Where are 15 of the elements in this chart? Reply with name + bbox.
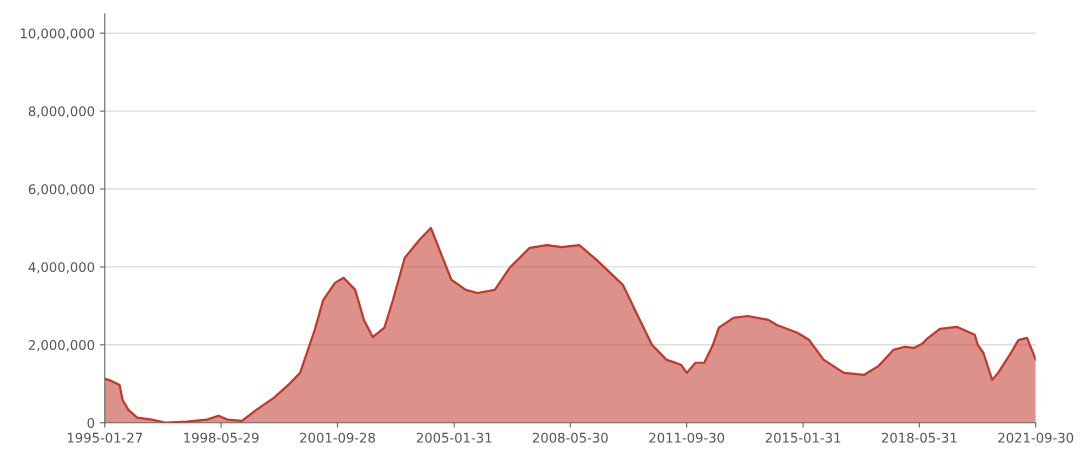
y-tick-label: 10,000,000 xyxy=(20,28,95,40)
y-tick-label: 2,000,000 xyxy=(28,340,95,352)
x-tick-label: 2018-05-31 xyxy=(881,432,957,443)
y-tick-label: 0 xyxy=(87,417,95,428)
x-tick-label: 1995-01-27 xyxy=(67,432,142,443)
x-tick-label: 1998-05-29 xyxy=(184,432,259,443)
x-tick-label: 2011-09-30 xyxy=(649,432,725,443)
x-tick-label: 2005-01-31 xyxy=(416,432,492,443)
y-tick-label: 4,000,000 xyxy=(28,262,95,274)
x-tick-label: 2015-01-31 xyxy=(765,432,841,443)
x-tick-label: 2001-09-28 xyxy=(300,432,375,443)
x-tick-label: 2021-09-30 xyxy=(998,432,1074,443)
y-tick-label: 8,000,000 xyxy=(28,106,95,118)
x-tick-label: 2008-05-30 xyxy=(532,432,608,443)
y-tick-label: 6,000,000 xyxy=(28,184,95,196)
